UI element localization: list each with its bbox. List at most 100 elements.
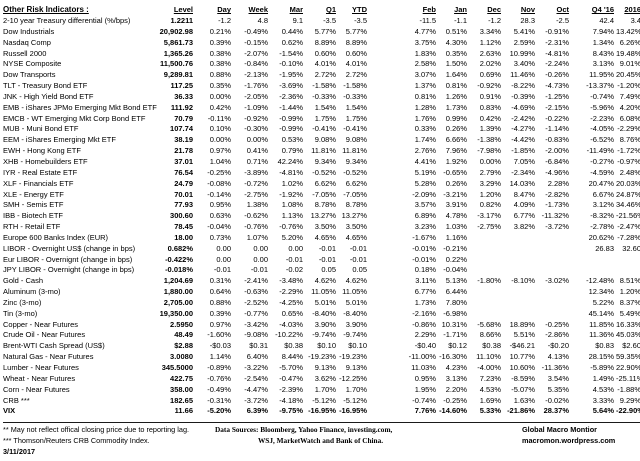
row-label: EEM - iShares Emerging Mkt ETF bbox=[3, 135, 116, 145]
cell-jan: 0.22% bbox=[445, 254, 467, 264]
cell-dec: -4.00% bbox=[477, 363, 501, 372]
table-row: Brent-WTI Cash Spread (US$) $2.88 -$0.03 $0… bbox=[3, 341, 640, 352]
cell-oct: -2.24% bbox=[545, 59, 569, 69]
cell-day: -0.11% bbox=[207, 113, 231, 123]
cell-nov bbox=[503, 287, 537, 298]
row-label: Tin (3-mo) bbox=[3, 308, 38, 318]
cell-feb: -0.01% bbox=[412, 243, 436, 253]
cell-nov: -$46.21 bbox=[509, 341, 535, 351]
cell-q1: 4.65% bbox=[314, 232, 336, 242]
col-header-nov: Nov bbox=[520, 5, 535, 15]
col-header-level: Level bbox=[173, 5, 193, 15]
cell-day: 0.88% bbox=[209, 297, 231, 307]
cell-q1: 8.78% bbox=[314, 200, 336, 210]
cell-ytd: -0.33% bbox=[343, 91, 367, 101]
cell-level: 1,365.26 bbox=[163, 48, 193, 58]
cell-q1: -8.40% bbox=[312, 308, 336, 318]
cell-q4-16: -2.78% bbox=[590, 222, 614, 232]
cell-day: -0.25% bbox=[207, 167, 231, 177]
cell-nov: -8.59% bbox=[511, 373, 535, 383]
cell-day: 1.14% bbox=[209, 352, 231, 362]
cell-2016: -22.90% bbox=[616, 406, 640, 416]
row-label: IYR - Real Estate ETF bbox=[3, 167, 78, 177]
cell-q4-16: -5.96% bbox=[590, 102, 614, 112]
cell-day: 0.00 bbox=[216, 243, 231, 253]
row-label: MUB - Muni Bond ETF bbox=[3, 124, 79, 134]
cell-2016: 6.08% bbox=[619, 113, 640, 123]
cell-day: 0.64% bbox=[209, 287, 231, 297]
cell-dec: 0.83% bbox=[479, 102, 501, 112]
cell-q4-16: 26.83 bbox=[595, 243, 614, 253]
cell-feb: 1.74% bbox=[414, 135, 436, 145]
cell-2016: -1.72% bbox=[617, 146, 640, 156]
cell-jan: -1.71% bbox=[443, 330, 467, 340]
cell-q4-16: 7.94% bbox=[592, 26, 614, 36]
cell-oct bbox=[537, 309, 571, 320]
cell-feb: 5.19% bbox=[414, 167, 436, 177]
cell-q4-16: -0.74% bbox=[590, 91, 614, 101]
cell-ytd: -0.01 bbox=[349, 243, 367, 253]
cell-mar: -2.29% bbox=[279, 287, 303, 297]
cell-q4-16 bbox=[571, 255, 616, 266]
cell-day: 0.38% bbox=[209, 48, 231, 58]
cell-ytd: 4.01% bbox=[345, 59, 367, 69]
cell-mar: 5.20% bbox=[281, 232, 303, 242]
cell-oct: -2.82% bbox=[545, 189, 569, 199]
cell-q1: 4.01% bbox=[314, 59, 336, 69]
cell-jan: 4.30% bbox=[445, 37, 467, 47]
table-row: EEM - iShares Emerging Mkt ETF 38.19 0.00%… bbox=[3, 135, 640, 146]
cell-oct: -1.14% bbox=[545, 124, 569, 134]
table-row: Nasdaq Comp 5,861.73 0.39% -0.15% 0.62% 8.89%… bbox=[3, 38, 640, 49]
cell-feb: 6.77% bbox=[414, 287, 436, 297]
cell-feb: 2.58% bbox=[414, 59, 436, 69]
cell-level: 9,289.81 bbox=[163, 70, 193, 80]
cell-jan: 0.99% bbox=[445, 113, 467, 123]
cell-oct: 4.13% bbox=[547, 352, 569, 362]
cell-q1: 11.81% bbox=[311, 146, 336, 156]
col-header-dec: Dec bbox=[487, 5, 501, 15]
footer-notes: ** May not reflect offical closing price… bbox=[3, 425, 215, 457]
cell-level: 345.5000 bbox=[161, 363, 193, 372]
cell-ytd: 2.72% bbox=[345, 70, 367, 80]
cell-level: 422.75 bbox=[170, 373, 193, 383]
cell-level: 18.00 bbox=[174, 232, 193, 242]
cell-jan: 7.80% bbox=[445, 297, 467, 307]
row-label: Eur LIBOR - Overnignt (change in bps) bbox=[3, 254, 133, 264]
cell-oct: -4.73% bbox=[545, 81, 569, 91]
cell-mar: -4.18% bbox=[279, 395, 303, 405]
cell-nov: 5.51% bbox=[513, 330, 535, 340]
col-header-feb: Feb bbox=[422, 5, 436, 15]
cell-ytd: 9.08% bbox=[345, 135, 367, 145]
cell-oct: -$0.20 bbox=[547, 341, 569, 351]
cell-oct: 2.28% bbox=[547, 178, 569, 188]
cell-feb: 0.81% bbox=[414, 91, 436, 101]
cell-week: 0.71% bbox=[246, 156, 268, 166]
cell-nov: -1.85% bbox=[511, 146, 535, 156]
cell-week: -0.92% bbox=[244, 113, 268, 123]
cell-q1: 9.34% bbox=[314, 156, 336, 166]
cell-day: 0.73% bbox=[209, 232, 231, 242]
cell-mar: 8.44% bbox=[281, 352, 303, 362]
cell-q1: -3.5 bbox=[323, 16, 336, 25]
cell-q1: -7.05% bbox=[312, 189, 336, 199]
table-body: 2-10 year Treasury differential (%/bps) 1… bbox=[3, 16, 640, 417]
cell-mar: 1.02% bbox=[281, 178, 303, 188]
cell-nov: -2.34% bbox=[511, 167, 535, 177]
cell-mar: 0.65% bbox=[281, 308, 303, 318]
cell-week: -1.09% bbox=[244, 102, 268, 112]
cell-q4-16: 45.14% bbox=[588, 308, 614, 318]
cell-q1: -1.58% bbox=[312, 81, 336, 91]
cell-mar: -2.39% bbox=[279, 384, 303, 394]
cell-feb: 3.23% bbox=[414, 222, 436, 232]
cell-week: 6.40% bbox=[246, 352, 268, 362]
cell-ytd: 11.81% bbox=[342, 146, 367, 156]
cell-level: 300.60 bbox=[170, 211, 193, 221]
table-row: Europe 600 Banks Index (EUR) 18.00 0.73% 1.… bbox=[3, 233, 640, 244]
cell-q4-16: 1.49% bbox=[592, 373, 614, 383]
cell-dec: 0.82% bbox=[479, 200, 501, 210]
cell-day: -5.20% bbox=[207, 406, 231, 416]
cell-dec bbox=[469, 244, 503, 255]
cell-nov: 10.77% bbox=[509, 352, 535, 362]
row-label: JPY LIBOR - Overnight (change in bps) bbox=[3, 265, 135, 275]
cell-ytd: $0.10 bbox=[348, 341, 367, 351]
